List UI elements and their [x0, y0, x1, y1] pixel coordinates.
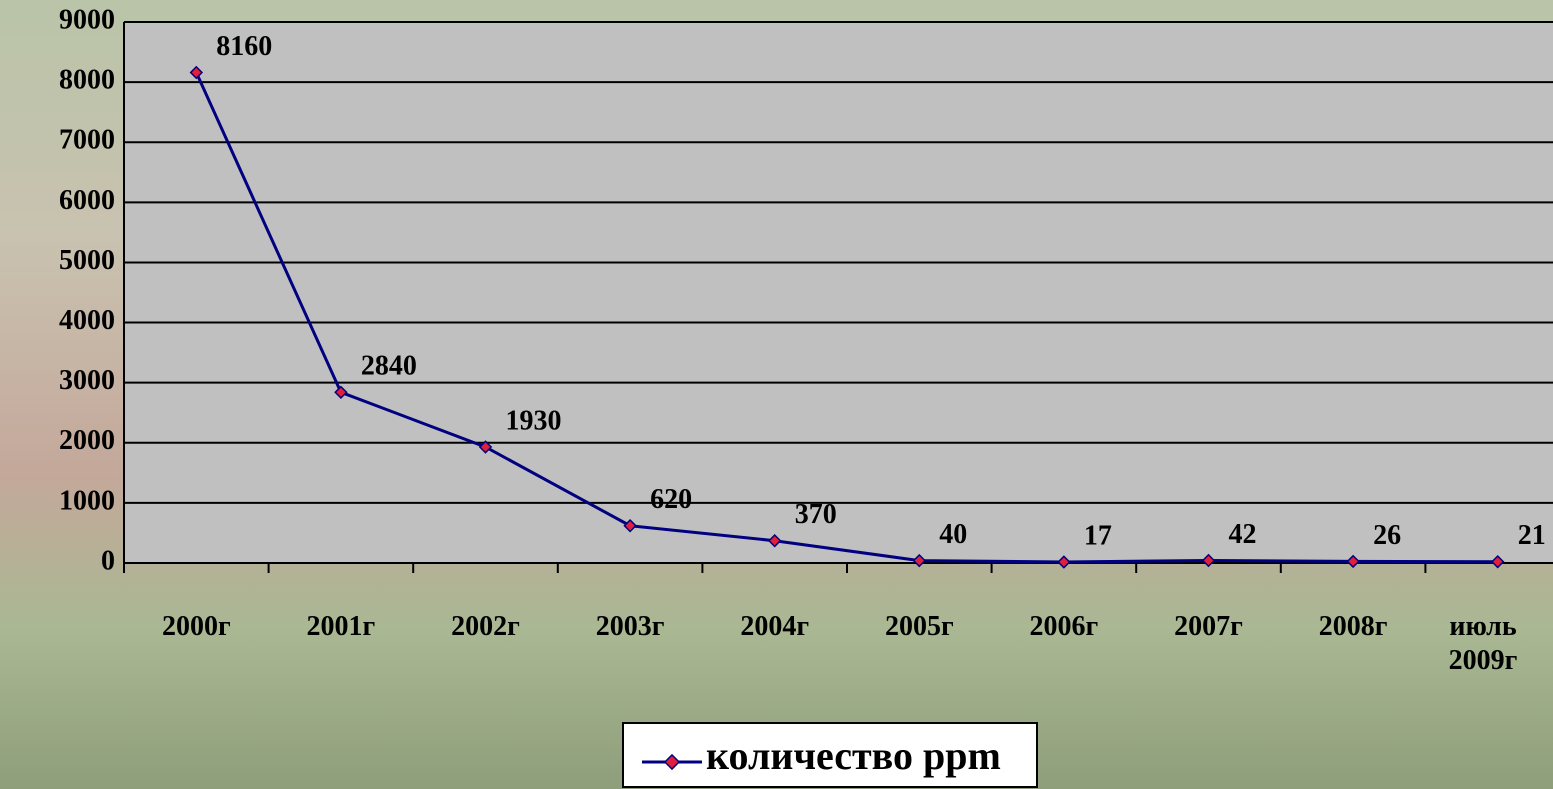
legend-marker	[642, 753, 702, 771]
y-tick-label: 8000	[59, 65, 115, 96]
y-tick-label: 1000	[59, 485, 115, 516]
x-tick-label: 2000г	[161, 611, 231, 642]
y-tick-label: 3000	[59, 365, 115, 396]
x-tick-label: 2008г	[1318, 611, 1388, 642]
y-tick-label: 4000	[59, 305, 115, 336]
data-label: 8160	[216, 31, 272, 62]
point	[189, 65, 204, 80]
y-tick-label: 7000	[59, 125, 115, 156]
x-tick-label: 2007г	[1174, 611, 1243, 642]
point	[1201, 553, 1216, 568]
x-tick-label: 2002г	[451, 611, 520, 642]
point	[1346, 554, 1360, 569]
legend-diamond	[663, 753, 681, 771]
data-label: 40	[939, 519, 967, 550]
data-label: 1930	[506, 405, 562, 436]
y-tick-label: 0	[101, 545, 115, 576]
point	[334, 385, 348, 400]
plot-area	[124, 22, 1553, 563]
data-label: 620	[650, 484, 692, 515]
point	[767, 534, 782, 548]
x-tick-label: 2005г	[884, 611, 954, 642]
data-label: 21	[1518, 520, 1546, 551]
x-tick-label: июль 2009г	[1448, 611, 1518, 676]
y-tick-label: 5000	[59, 245, 115, 276]
y-tick-label: 6000	[59, 185, 115, 216]
y-tick-label: 2000	[59, 425, 115, 456]
data-label: 2840	[361, 351, 417, 382]
x-tick-label: 2001г	[306, 611, 376, 642]
point	[478, 440, 493, 454]
point	[912, 553, 927, 568]
y-tick-label: 9000	[59, 4, 115, 35]
data-label: 370	[795, 499, 837, 530]
data-label: 42	[1229, 519, 1257, 550]
point	[623, 519, 637, 533]
x-tick-label: 2003г	[595, 611, 665, 642]
x-tick-label: 2004г	[740, 611, 810, 642]
legend: количество ppm	[622, 722, 1038, 788]
legend-label: количество ppm	[706, 733, 1001, 778]
data-label: 26	[1373, 520, 1401, 551]
data-label: 17	[1084, 520, 1112, 551]
series-line	[194, 71, 1498, 564]
point	[1057, 555, 1071, 569]
x-tick-label: 2006г	[1029, 611, 1099, 642]
point	[1490, 555, 1505, 569]
